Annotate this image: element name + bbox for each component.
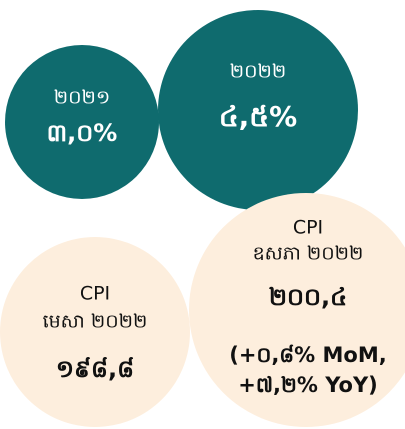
title: CPI (293, 217, 323, 239)
circle-cpi-april (0, 237, 190, 427)
year: ២០២១ (54, 87, 111, 109)
value: ៤,៥% (219, 100, 297, 133)
circle-2021 (5, 45, 159, 199)
title: CPI (80, 283, 110, 305)
change: +៧,២% YoY) (238, 373, 378, 397)
circle-2022 (158, 10, 358, 210)
circle-cpi-may (189, 193, 405, 427)
value: ៣,០% (47, 119, 118, 147)
period: មេសា ២០២២ (43, 311, 148, 333)
year: ២០២២ (230, 61, 287, 83)
value: ១៩៨,៨ (56, 355, 134, 383)
change: (+០,៨% MoM, (229, 343, 386, 367)
value: ២០០,៤ (269, 283, 347, 311)
period: ឧសភា ២០២២ (253, 243, 364, 265)
